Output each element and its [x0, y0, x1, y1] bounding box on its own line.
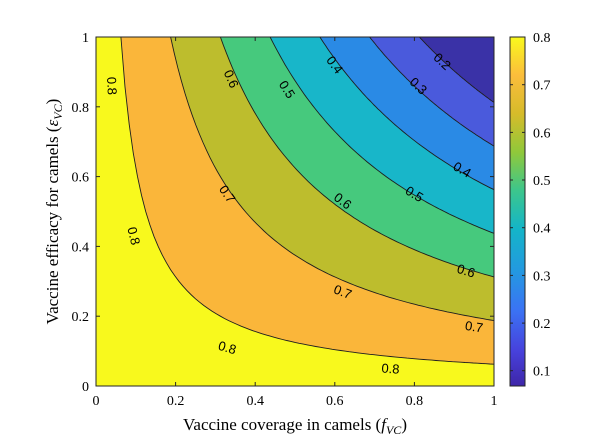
- colorbar-tick-label: 0.2: [533, 317, 551, 332]
- x-axis-label-suffix: ): [401, 415, 407, 434]
- contour-label-0.8: 0.8: [104, 76, 120, 95]
- x-tick-label: 0.2: [167, 394, 185, 409]
- y-axis-ticks: 0 0.2 0.4 0.6 0.8 1: [72, 31, 494, 395]
- y-tick-label: 0.8: [72, 101, 90, 116]
- colorbar-tick-label: 0.1: [533, 365, 551, 380]
- y-tick-label: 0.4: [72, 240, 90, 255]
- contour-line-0.6: [219, 36, 495, 278]
- contour-bands: [96, 37, 495, 386]
- x-tick-label: 0.4: [246, 394, 264, 409]
- contour-label-0.7: 0.7: [464, 318, 484, 336]
- y-axis-label-prefix: Vaccine efficacy for camels (: [43, 126, 62, 324]
- colorbar-bar: [509, 36, 526, 387]
- x-axis-label: Vaccine coverage in camels (fVC): [183, 415, 407, 437]
- colorbar-tick-label: 0.5: [533, 174, 551, 189]
- colorbar-tick-label: 0.8: [533, 31, 551, 46]
- x-axis-label-prefix: Vaccine coverage in camels (: [183, 415, 382, 434]
- contour-line-0.3: [369, 36, 495, 147]
- colorbar: 0.1 0.2 0.3 0.4 0.5 0.6 0.7 0.8: [509, 31, 551, 387]
- colorbar-tick-label: 0.3: [533, 269, 551, 284]
- colorbar-tick-label: 0.4: [533, 222, 551, 237]
- y-axis-label-symbol: ε: [43, 119, 62, 126]
- x-axis-label-subscript: VC: [386, 423, 402, 437]
- x-axis-label-symbol: f: [381, 415, 388, 434]
- y-axis-label: Vaccine efficacy for camels (εVC): [43, 99, 65, 325]
- y-tick-label: 0.6: [72, 171, 90, 186]
- y-axis-label-subscript: VC: [51, 103, 65, 119]
- contour-label-0.8: 0.8: [381, 361, 400, 377]
- contour-label-0.8: 0.8: [217, 338, 239, 357]
- colorbar-tick-label: 0.6: [533, 126, 551, 141]
- x-tick-label: 1: [491, 394, 498, 409]
- y-axis-label-suffix: ): [43, 99, 62, 105]
- contour-line-0.5: [269, 36, 495, 234]
- y-tick-label: 0.2: [72, 310, 90, 325]
- x-axis-ticks: 0 0.2 0.4 0.6 0.8 1: [93, 37, 498, 409]
- contour-line-0.7: [170, 36, 495, 322]
- colorbar-tick-label: 0.7: [533, 79, 551, 94]
- contour-line-0.8: [120, 36, 495, 365]
- contour-label-0.6: 0.6: [221, 68, 242, 91]
- contour-lines: [120, 36, 495, 365]
- x-tick-label: 0.8: [406, 394, 424, 409]
- contour-line-0.4: [319, 36, 495, 191]
- contour-label-0.7: 0.7: [332, 282, 354, 302]
- contour-line-0.2: [419, 36, 495, 103]
- y-tick-label: 0: [82, 380, 89, 395]
- contour-label-0.8: 0.8: [124, 225, 143, 246]
- x-tick-label: 0.6: [326, 394, 344, 409]
- contour-label-0.6: 0.6: [455, 261, 477, 281]
- x-tick-label: 0: [93, 394, 100, 409]
- y-tick-label: 1: [82, 31, 89, 46]
- band-below-0.2: [419, 37, 494, 103]
- plot-frame: [95, 36, 495, 387]
